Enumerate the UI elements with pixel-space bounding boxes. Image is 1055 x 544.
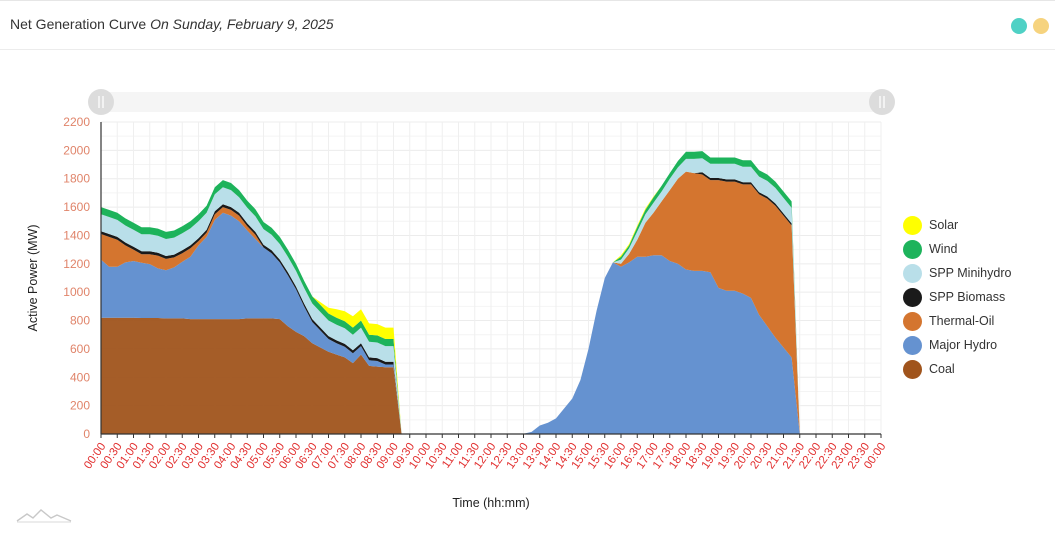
legend-item-solar[interactable]: Solar (903, 213, 1053, 237)
series-area-thermal-oil[interactable] (101, 171, 865, 434)
chart-title: Net Generation Curve On Sunday, February… (10, 16, 334, 32)
x-axis-label: Time (hh:mm) (452, 496, 529, 510)
legend-label: Wind (929, 242, 958, 256)
legend-item-thermal-oil[interactable]: Thermal-Oil (903, 309, 1053, 333)
y-tick-label: 1600 (63, 200, 90, 214)
legend-swatch-icon (903, 287, 922, 307)
legend-item-spp-biomass[interactable]: SPP Biomass (903, 285, 1053, 309)
y-tick-label: 600 (70, 342, 90, 356)
range-slider-left-handle[interactable] (88, 89, 114, 115)
y-axis-label: Active Power (MW) (26, 225, 40, 332)
legend-label: SPP Biomass (929, 290, 1006, 304)
y-tick-label: 1200 (63, 257, 90, 271)
y-tick-label: 800 (70, 314, 90, 328)
legend-swatch-icon (903, 359, 922, 379)
mountain-logo-icon (16, 509, 72, 523)
legend-label: Coal (929, 362, 955, 376)
legend-label: Thermal-Oil (929, 314, 995, 328)
legend-item-major-hydro[interactable]: Major Hydro (903, 333, 1053, 357)
legend-swatch-icon (903, 215, 922, 235)
y-axis-ticks: 0 200 400 600 800 1000 1200 1400 1600 1800 2000 220… (63, 115, 90, 441)
legend-swatch-icon (903, 311, 922, 331)
yellow-dot-icon[interactable] (1033, 18, 1049, 34)
y-tick-label: 2000 (63, 143, 90, 157)
legend-swatch-icon (903, 263, 922, 283)
y-tick-label: 1000 (63, 285, 90, 299)
y-tick-label: 1800 (63, 172, 90, 186)
legend-label: SPP Minihydro (929, 266, 1012, 280)
chart-series (101, 151, 865, 434)
chart-date: On Sunday, February 9, 2025 (150, 16, 334, 32)
x-axis-ticks: 00:0000:3001:0001:3002:0002:3003:0003:30… (82, 434, 888, 471)
series-area-coal[interactable] (101, 317, 865, 434)
chart-legend: Solar Wind SPP Minihydro SPP Biomass Thermal… (903, 213, 1053, 381)
y-tick-label: 1400 (63, 228, 90, 242)
chart-area: 0 200 400 600 800 1000 1200 1400 1600 1800 2000 220… (26, 89, 895, 510)
y-tick-label: 200 (70, 399, 90, 413)
legend-item-coal[interactable]: Coal (903, 357, 1053, 381)
legend-swatch-icon (903, 239, 922, 259)
y-tick-label: 400 (70, 370, 90, 384)
y-tick-label: 2200 (63, 115, 90, 129)
legend-item-spp-minihydro[interactable]: SPP Minihydro (903, 261, 1053, 285)
range-slider-track[interactable] (101, 92, 881, 112)
teal-dot-icon[interactable] (1011, 18, 1027, 34)
y-tick-label: 0 (83, 427, 90, 441)
chart-title-text: Net Generation Curve (10, 16, 147, 32)
legend-item-wind[interactable]: Wind (903, 237, 1053, 261)
series-area-major-hydro[interactable] (101, 212, 865, 434)
card-header: Net Generation Curve On Sunday, February… (0, 1, 1055, 50)
legend-label: Solar (929, 218, 959, 232)
range-slider-right-handle[interactable] (869, 89, 895, 115)
legend-swatch-icon (903, 335, 922, 355)
legend-label: Major Hydro (929, 338, 998, 352)
range-slider[interactable] (88, 89, 895, 115)
